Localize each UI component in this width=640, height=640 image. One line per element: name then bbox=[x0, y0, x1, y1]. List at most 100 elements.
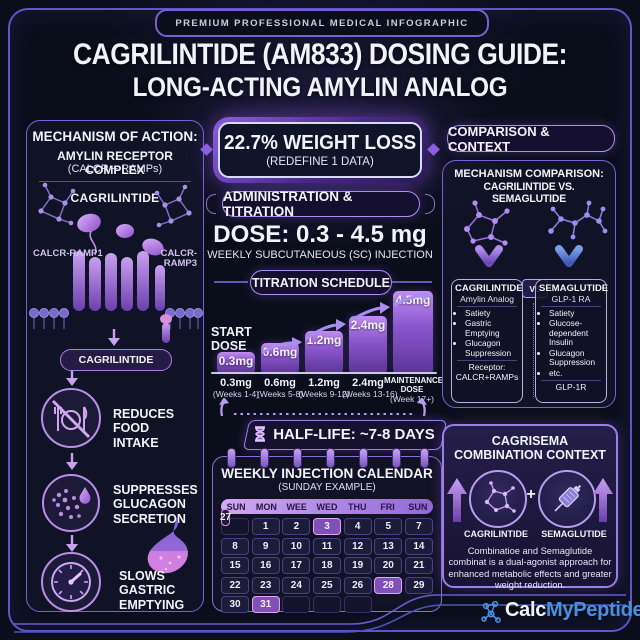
comparison-title2: CAGRILINTIDE VS. SEMAGLUTIDE bbox=[483, 181, 575, 205]
cagrisema-left-label: CAGRILINTIDE bbox=[464, 529, 528, 539]
up-arrow-icon bbox=[593, 478, 613, 522]
premium-tagline: PREMIUM PROFESSIONAL MEDICAL INFOGRAPHIC bbox=[175, 17, 469, 29]
calendar-cell: 17 bbox=[282, 557, 311, 574]
mechanism-header: MECHANISM OF ACTION: bbox=[32, 129, 198, 144]
binder-ring bbox=[293, 448, 302, 468]
divider-dotted bbox=[533, 303, 534, 397]
titration-header-pill: TITRATION SCHEDULE bbox=[250, 270, 392, 295]
calendar-title: WEEKLY INJECTION CALENDAR bbox=[221, 466, 433, 481]
calendar-cell: 4 bbox=[343, 518, 372, 535]
arrow-down-icon bbox=[66, 371, 78, 386]
titration-x-label: 0.6mg (Weeks 5-8) bbox=[256, 377, 304, 399]
titration-bar: 1.2mg bbox=[305, 331, 343, 372]
comparison-header-pill: COMPARISON & CONTEXT bbox=[447, 124, 615, 154]
cagrisema-right-label: SEMAGLUTIDE bbox=[541, 529, 607, 539]
calendar-cell bbox=[312, 596, 342, 613]
binder-ring bbox=[420, 448, 429, 468]
mechanism-comparison-panel: MECHANISM COMPARISON: CAGRILINTIDE VS. S… bbox=[442, 160, 616, 408]
premium-tab: PREMIUM PROFESSIONAL MEDICAL INFOGRAPHIC bbox=[155, 9, 489, 37]
arrow-down-icon bbox=[108, 329, 120, 346]
calendar-cell bbox=[343, 596, 372, 613]
cagrilintide-bullets: Satiety Gastric Emptying Glucagon Suppre… bbox=[455, 308, 519, 358]
calendar-cell: 21 bbox=[404, 557, 433, 574]
cagrisema-title: CAGRISEMA COMBINATION CONTEXT bbox=[454, 434, 606, 463]
droplet-dots-icon bbox=[42, 474, 100, 532]
titration-arrows bbox=[261, 293, 432, 355]
ligand-label: CAGRILINTIDE bbox=[70, 191, 160, 205]
molecule-icon bbox=[154, 184, 192, 228]
molecule-icon bbox=[464, 200, 510, 246]
calendar-grid: 1 2 3 4 5 6 7 8 9 10 11 12 13 14 15 16 1… bbox=[220, 509, 433, 613]
start-dose-label: START DOSE bbox=[211, 325, 252, 353]
calendar-cell: 15 bbox=[221, 557, 250, 574]
calendar-cell: 11 bbox=[312, 537, 342, 555]
connector-line bbox=[392, 281, 432, 283]
calendar-cell: 24 bbox=[282, 576, 311, 594]
calendar-cell: 30 bbox=[221, 596, 250, 613]
binder-ring bbox=[227, 448, 236, 468]
calendar-cell: 13 bbox=[374, 537, 403, 555]
no-food-icon bbox=[41, 388, 101, 448]
binder-ring bbox=[392, 448, 401, 468]
calendar-cell-injection: 27 bbox=[220, 509, 231, 526]
mechanism-subheader: AMYLIN RECEPTOR COMPLEX bbox=[57, 149, 173, 177]
effect-label: SUPPRESSES GLUCAGON SECRETION bbox=[113, 483, 198, 526]
administration-header-pill: ADMINISTRATION & TITRATION bbox=[222, 189, 420, 219]
calendar-cell: 16 bbox=[251, 557, 280, 574]
titration-bar: 4.5mg bbox=[393, 291, 433, 372]
receptor-complex-diagram bbox=[29, 213, 203, 329]
calendar-cell: 19 bbox=[343, 557, 372, 574]
calendar-cell: 9 bbox=[251, 537, 280, 555]
calendar-cell: 1 bbox=[251, 518, 280, 535]
gauge-icon bbox=[41, 552, 101, 612]
titration-x-label: MAINTENANCE DOSE (Week 17+) bbox=[384, 376, 444, 405]
injection-calendar-panel: WEEKLY INJECTION CALENDAR (SUNDAY EXAMPL… bbox=[212, 448, 442, 613]
half-life-text: HALF-LIFE: ~7-8 DAYS bbox=[273, 425, 435, 443]
mechanism-subheader2: (CALCR + RAMPs) bbox=[67, 163, 163, 175]
hourglass-icon bbox=[255, 426, 266, 442]
calendar-cell: 7 bbox=[404, 518, 433, 535]
cagrilintide-card: CAGRILINTIDE Amylin Analog Satiety Gastr… bbox=[451, 279, 523, 403]
up-arrow-icon bbox=[447, 478, 467, 522]
titration-bar: 2.4mg bbox=[349, 316, 387, 372]
divider bbox=[39, 181, 191, 182]
cagrilintide-badge: CAGRILINTIDE bbox=[60, 349, 172, 371]
page-title-line1: CAGRILINTIDE (AM833) DOSING GUIDE: bbox=[72, 38, 568, 71]
calendar-cell: 8 bbox=[221, 537, 250, 555]
calendar-day-headers: SUN MON WEE WED THU FRI SUN bbox=[221, 499, 433, 514]
calendar-cell-injection: 31 bbox=[251, 596, 280, 613]
receptor-pen-icon bbox=[160, 314, 172, 343]
calendar-cell: 18 bbox=[312, 557, 342, 574]
calendar-cell: 10 bbox=[282, 537, 311, 555]
calendar-cell: 12 bbox=[343, 537, 372, 555]
calendar-cell: 14 bbox=[404, 537, 433, 555]
footer-swoosh bbox=[14, 594, 626, 633]
plus-sign: + bbox=[526, 486, 536, 503]
receptor-left-label: CALCR-RAMP1 bbox=[33, 248, 103, 259]
arrow-down-icon bbox=[66, 535, 78, 552]
calendar-cell-injection: 3 bbox=[312, 518, 342, 535]
antibody-icon-semaglutide bbox=[555, 245, 583, 279]
calendar-cell: 5 bbox=[374, 518, 403, 535]
calendar-cell: 29 bbox=[404, 576, 433, 594]
brand-logo-calc: Calc bbox=[505, 599, 547, 621]
syringe-icon bbox=[554, 484, 582, 512]
calendar-cell bbox=[282, 596, 311, 613]
connector-arc bbox=[206, 194, 216, 214]
effect-label: SLOWS GASTRIC EMPTYING bbox=[119, 569, 185, 612]
weight-loss-headline: 22.7% WEIGHT LOSS bbox=[223, 132, 417, 154]
binder-ring bbox=[260, 448, 269, 468]
mechanism-panel: MECHANISM OF ACTION: AMYLIN RECEPTOR COM… bbox=[26, 120, 204, 612]
antibody-icon-cagrilintide bbox=[475, 245, 503, 279]
calendar-cell: 26 bbox=[343, 576, 372, 594]
calendar-cell: 25 bbox=[312, 576, 342, 594]
calendar-cell: 22 bbox=[221, 576, 250, 594]
receptor-right-label: CALCR-RAMP3 bbox=[160, 248, 197, 270]
cagrisema-panel: CAGRISEMA COMBINATION CONTEXT + bbox=[442, 424, 618, 590]
chart-baseline bbox=[211, 372, 437, 374]
stomach-icon bbox=[147, 517, 188, 574]
connector-line bbox=[214, 281, 248, 283]
effect-label: REDUCES FOOD INTAKE bbox=[113, 407, 175, 450]
semaglutide-bullets: Satiety Glucose-dependent Insulin Glucag… bbox=[539, 308, 603, 378]
